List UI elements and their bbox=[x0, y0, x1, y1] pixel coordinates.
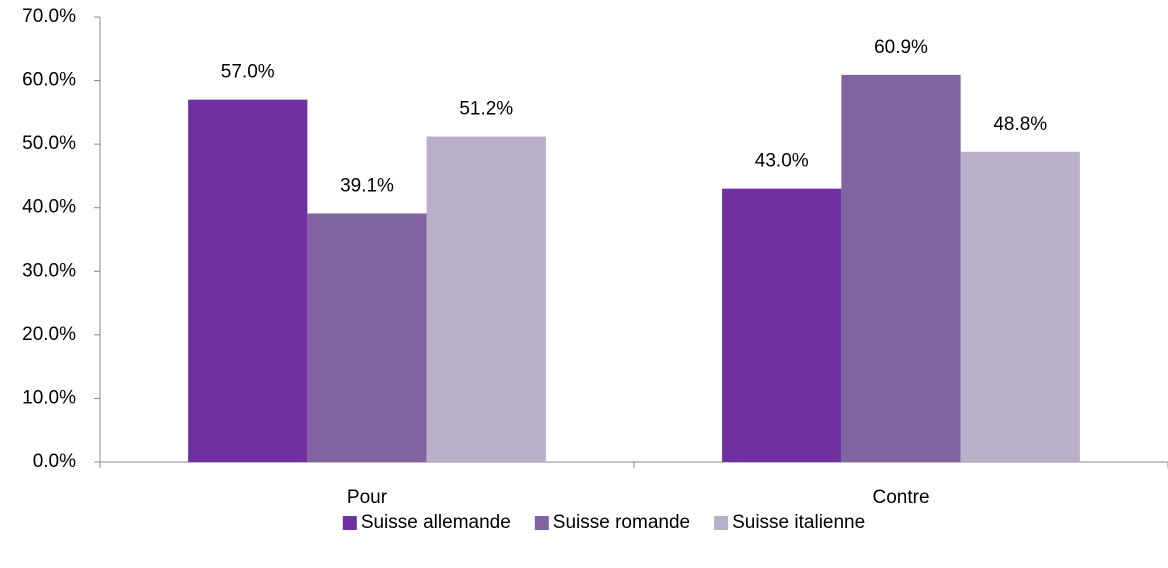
value-label: 51.2% bbox=[459, 99, 513, 120]
y-tick-label: 0.0% bbox=[33, 451, 76, 472]
legend-label: Suisse allemande bbox=[361, 512, 511, 533]
bar bbox=[307, 213, 427, 462]
value-label: 43.0% bbox=[755, 151, 809, 172]
y-tick-label: 70.0% bbox=[22, 6, 76, 27]
bar bbox=[426, 136, 546, 462]
legend-label: Suisse italienne bbox=[732, 512, 865, 533]
y-tick-label: 50.0% bbox=[22, 133, 76, 154]
bar bbox=[841, 74, 961, 462]
value-label: 48.8% bbox=[993, 114, 1047, 135]
legend-swatch bbox=[534, 516, 549, 530]
y-tick-label: 60.0% bbox=[22, 70, 76, 91]
x-tick-label: Contre bbox=[872, 487, 929, 508]
y-tick-label: 40.0% bbox=[22, 197, 76, 218]
value-label: 60.9% bbox=[874, 37, 928, 58]
bar bbox=[960, 151, 1080, 462]
y-tick-label: 30.0% bbox=[22, 260, 76, 281]
y-tick-label: 20.0% bbox=[22, 324, 76, 345]
y-tick-label: 10.0% bbox=[22, 387, 76, 408]
legend-swatch bbox=[342, 516, 357, 530]
legend-swatch bbox=[714, 516, 729, 530]
bar bbox=[722, 188, 842, 462]
value-label: 39.1% bbox=[340, 175, 394, 196]
legend-label: Suisse romande bbox=[553, 512, 690, 533]
bar bbox=[188, 99, 308, 463]
value-label: 57.0% bbox=[221, 62, 275, 83]
x-tick-label: Pour bbox=[347, 487, 388, 508]
